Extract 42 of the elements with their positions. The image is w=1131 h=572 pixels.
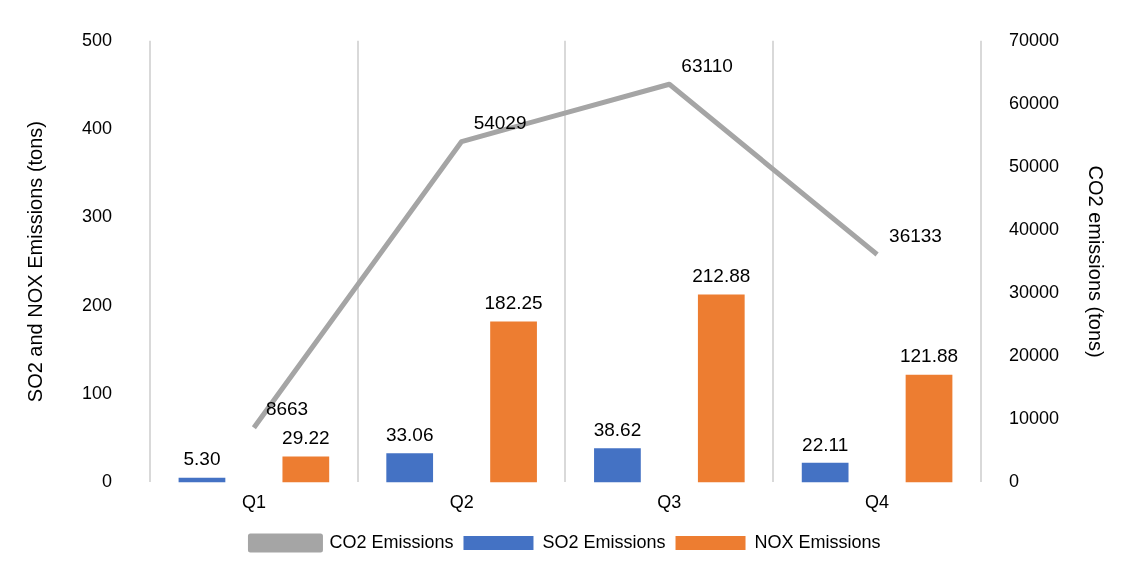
data-label: 5.30 bbox=[183, 448, 221, 470]
x-tick-label: Q2 bbox=[449, 492, 474, 513]
bar bbox=[490, 321, 537, 483]
y2-tick-label: 50000 bbox=[1008, 155, 1060, 176]
bar bbox=[386, 453, 434, 483]
bar bbox=[905, 374, 953, 483]
x-tick-label: Q3 bbox=[657, 492, 682, 513]
y2-tick-label: 70000 bbox=[1008, 29, 1060, 50]
data-label: 36133 bbox=[889, 225, 942, 247]
y-axis-title: SO2 and NOX Emissions (tons) bbox=[23, 120, 46, 403]
data-label: 54029 bbox=[473, 112, 527, 134]
bar bbox=[594, 448, 641, 483]
x-tick-label: Q4 bbox=[865, 492, 890, 513]
y2-tick-label: 30000 bbox=[1008, 282, 1060, 303]
x-tick-label: Q1 bbox=[241, 492, 266, 513]
legend-label: NOX Emissions bbox=[754, 531, 881, 552]
y2-tick-label: 10000 bbox=[1008, 408, 1060, 429]
data-label: 33.06 bbox=[385, 423, 434, 445]
data-label: 29.22 bbox=[282, 427, 330, 449]
y-tick-label: 200 bbox=[81, 294, 113, 315]
legend-label: CO2 Emissions bbox=[329, 531, 454, 552]
bar bbox=[282, 456, 330, 483]
data-label: 38.62 bbox=[593, 419, 642, 441]
y-tick-label: 0 bbox=[102, 471, 113, 492]
data-label: 63110 bbox=[681, 55, 733, 76]
y2-tick-label: 20000 bbox=[1008, 345, 1060, 366]
y2-axis-title: CO2 emissions (tons) bbox=[1085, 165, 1108, 358]
legend-label: SO2 Emissions bbox=[542, 531, 666, 552]
data-label: 8663 bbox=[265, 398, 309, 420]
bar bbox=[801, 462, 849, 483]
y-tick-label: 100 bbox=[81, 383, 113, 404]
y2-tick-label: 60000 bbox=[1008, 92, 1060, 113]
data-label: 212.88 bbox=[692, 265, 751, 287]
data-label: 22.11 bbox=[802, 433, 849, 455]
data-label: 121.88 bbox=[899, 345, 959, 367]
y2-tick-label: 40000 bbox=[1008, 219, 1060, 240]
y2-tick-label: 0 bbox=[1008, 471, 1019, 492]
y-tick-label: 500 bbox=[81, 29, 113, 50]
bar bbox=[697, 294, 745, 483]
y-tick-label: 400 bbox=[81, 118, 113, 139]
data-label: 182.25 bbox=[484, 292, 543, 314]
y-tick-label: 300 bbox=[81, 206, 113, 227]
